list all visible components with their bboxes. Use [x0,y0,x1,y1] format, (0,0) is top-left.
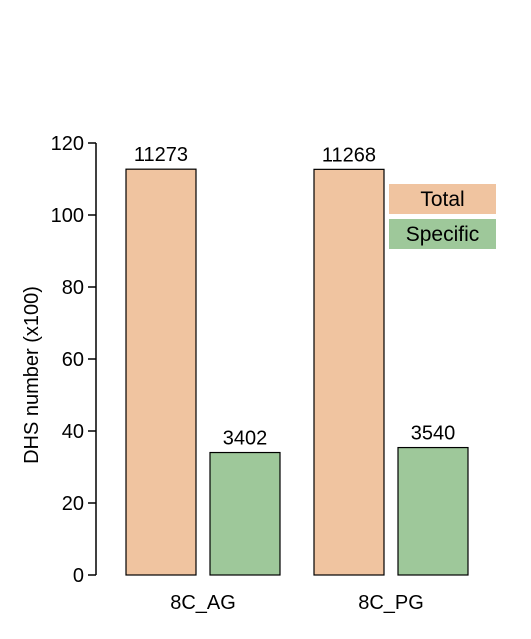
category-label: 8C_PG [358,592,424,614]
value-label: 11273 [134,144,188,166]
legend-swatch-total [389,184,496,214]
y-tick-label: 20 [62,493,84,515]
bar-specific-8c_ag [209,451,281,576]
bar-total-8c_ag [125,168,197,576]
bars [125,168,469,576]
category-label: 8C_AG [170,592,236,614]
value-labels: 11273 3402 11268 3540 [134,144,455,449]
y-tick-label: 80 [62,277,84,299]
value-label: 3402 [223,428,268,450]
value-label: 3540 [411,423,456,445]
value-label: 11268 [322,144,376,166]
y-tick-label: 120 [51,133,84,155]
y-tick-label: 0 [73,565,84,587]
bar-specific-8c_pg [397,446,469,576]
legend: Total Specific [389,184,496,249]
y-tick-label: 40 [62,421,84,443]
bar-total-8c_pg [313,168,385,576]
legend-label-specific: Specific [406,223,480,246]
legend-swatch-specific [389,219,496,249]
category-labels: 8C_AG 8C_PG [170,592,424,614]
y-tick-label: 100 [51,205,84,227]
y-tick-label: 60 [62,349,84,371]
y-axis: 0 20 40 60 80 100 120 [51,133,97,587]
legend-label-total: Total [420,188,464,211]
y-axis-title: DHS number (x100) [21,286,43,464]
